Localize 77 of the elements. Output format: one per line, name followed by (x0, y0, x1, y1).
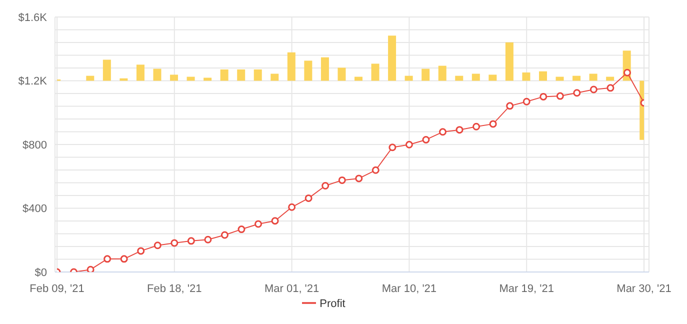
bar (237, 69, 246, 81)
bar (287, 52, 296, 81)
bar (102, 60, 111, 81)
bar (354, 76, 362, 81)
bar (186, 76, 195, 81)
point (120, 255, 128, 263)
point (522, 98, 530, 106)
point (220, 231, 228, 239)
point (271, 217, 279, 225)
bar (338, 68, 346, 81)
bar (204, 78, 212, 81)
point (104, 255, 112, 263)
bar (153, 68, 162, 81)
bar (438, 66, 446, 81)
y-tick-label: $800 (22, 139, 47, 152)
x-tick-label: Mar 19, '21 (499, 283, 554, 295)
bar (320, 57, 329, 81)
bar (572, 76, 581, 81)
bar (254, 69, 262, 81)
bar (589, 74, 598, 81)
point (506, 102, 514, 110)
bar (120, 78, 128, 81)
y-tick-label: $400 (22, 203, 47, 216)
point (540, 92, 548, 100)
bar (455, 76, 464, 81)
point (254, 220, 262, 228)
bar (304, 60, 312, 81)
bar (488, 74, 497, 81)
bar (522, 72, 530, 81)
y-tick-label: $1.6K (18, 12, 48, 24)
bar (170, 74, 178, 81)
bar (220, 69, 228, 81)
point (304, 194, 312, 202)
bar (422, 68, 430, 81)
bar (538, 71, 547, 81)
bar (404, 76, 413, 81)
point (154, 242, 162, 250)
point (86, 266, 94, 272)
point (204, 236, 212, 244)
x-tick-label: Mar 01, '21 (264, 283, 320, 295)
point (606, 84, 614, 92)
point (388, 144, 396, 152)
point (438, 128, 446, 136)
y-tick-label: $0 (34, 266, 47, 279)
bar (472, 74, 480, 81)
point (238, 226, 246, 234)
x-tick-label: Mar 10, '21 (382, 283, 437, 295)
point (422, 136, 430, 144)
point (590, 86, 598, 94)
point (170, 239, 178, 247)
point (355, 174, 363, 182)
point (472, 122, 480, 130)
point (556, 92, 564, 100)
point (405, 140, 413, 148)
point (338, 176, 346, 184)
bar (371, 64, 380, 81)
bar (505, 42, 514, 81)
y-tick-label: $1.2K (18, 76, 48, 88)
point (288, 203, 296, 211)
point (322, 182, 330, 190)
point (623, 68, 631, 76)
point (187, 237, 195, 245)
point (372, 166, 380, 174)
point (456, 126, 464, 134)
bar (388, 36, 396, 81)
x-tick-label: Mar 30, '21 (616, 283, 672, 295)
legend-label: Profit (320, 298, 346, 310)
point (489, 120, 497, 128)
bar (606, 76, 614, 81)
bar (136, 64, 144, 81)
x-tick-label: Feb 18, '21 (147, 283, 202, 295)
point (137, 247, 145, 255)
point (573, 89, 581, 97)
x-tick-label: Feb 09, '21 (30, 283, 84, 295)
bar (556, 76, 564, 81)
bar (270, 74, 279, 81)
bar (86, 76, 94, 81)
